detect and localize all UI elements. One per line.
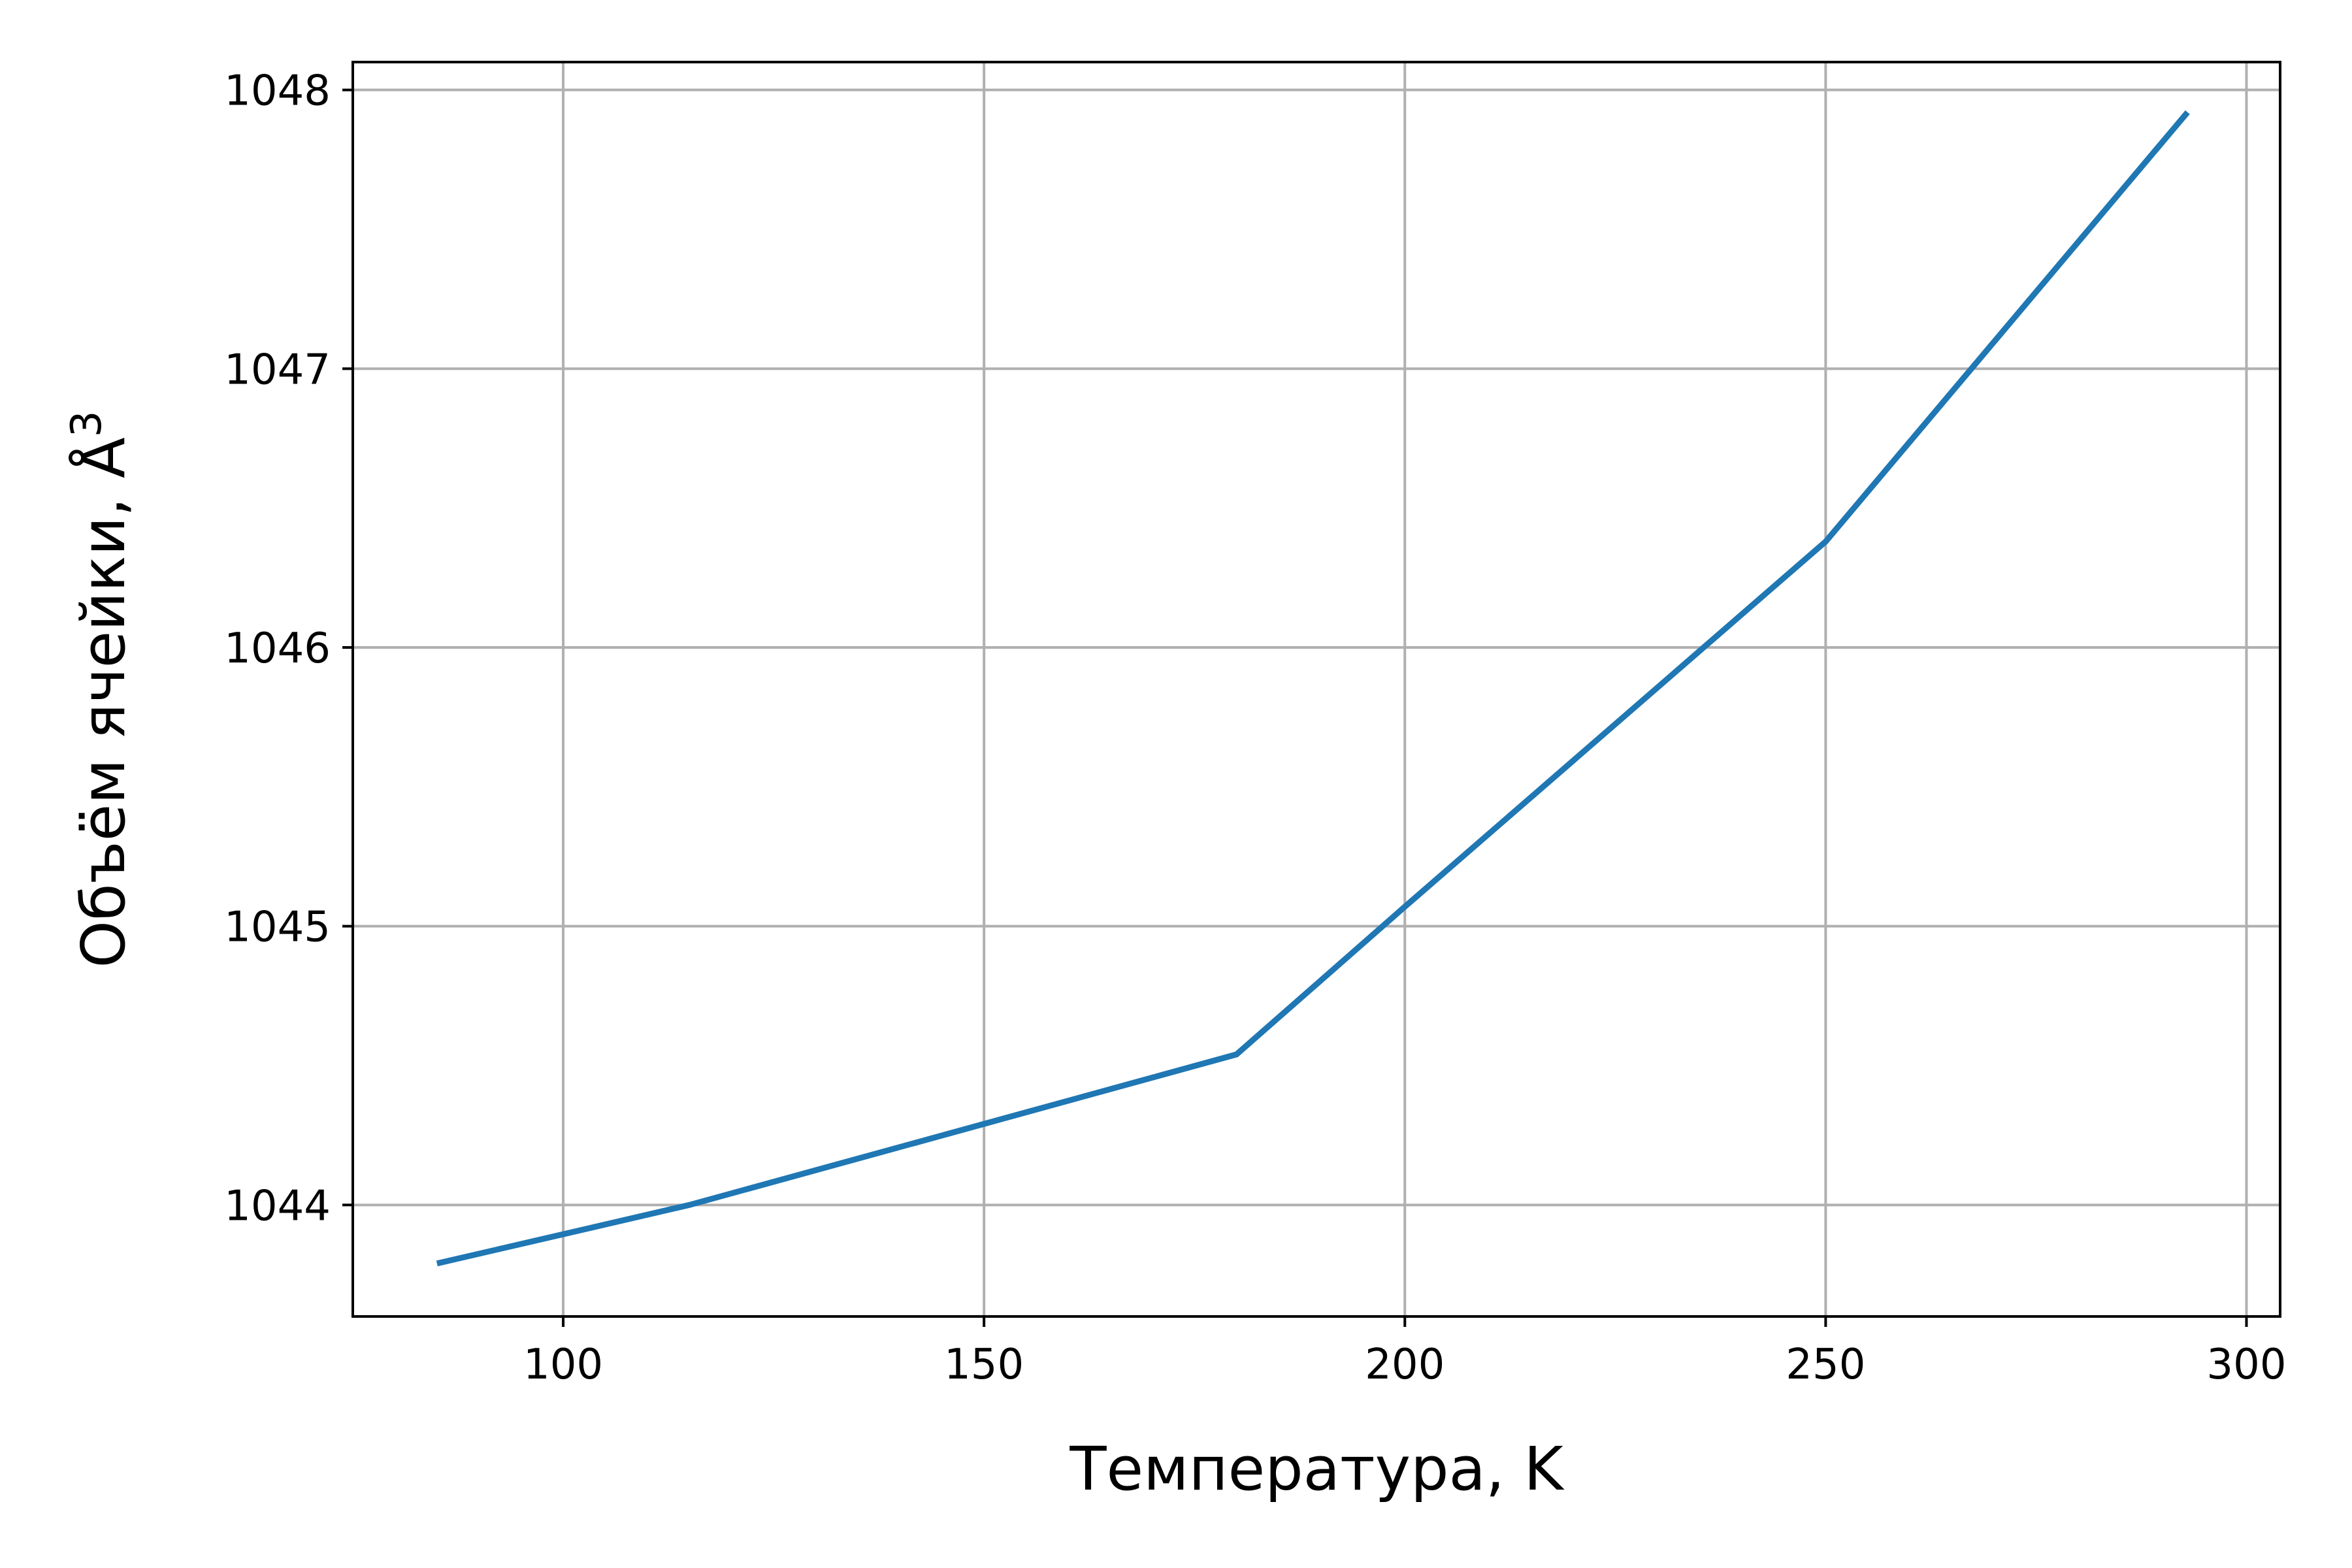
plot-frame bbox=[351, 61, 2281, 1318]
y-axis-title-superscript: 3 bbox=[63, 411, 111, 438]
x-tick-label: 300 bbox=[2206, 1341, 2286, 1389]
y-tick-label: 1046 bbox=[224, 625, 331, 673]
x-tick-label: 100 bbox=[523, 1341, 603, 1389]
series-layer bbox=[436, 110, 2190, 1267]
x-axis-title: Температура, K bbox=[1069, 1434, 1565, 1504]
x-tick-label: 200 bbox=[1365, 1341, 1445, 1389]
axis-ticks: 100 150 200 250 300 1044 1045 1046 1047 1048 bbox=[224, 67, 2286, 1389]
x-tick-label: 150 bbox=[944, 1341, 1024, 1389]
series-line-0 bbox=[436, 110, 2190, 1267]
y-tick-label: 1045 bbox=[224, 904, 331, 952]
x-tick-label: 250 bbox=[1786, 1341, 1865, 1389]
y-tick-label: 1044 bbox=[224, 1182, 331, 1230]
y-axis-title: Объём ячейки, Å3 bbox=[63, 411, 139, 968]
y-axis-title-text: Объём ячейки, Å bbox=[68, 437, 139, 968]
y-tick-label: 1048 bbox=[224, 67, 331, 116]
grid bbox=[353, 62, 2280, 1316]
y-tick-label: 1047 bbox=[224, 346, 331, 394]
